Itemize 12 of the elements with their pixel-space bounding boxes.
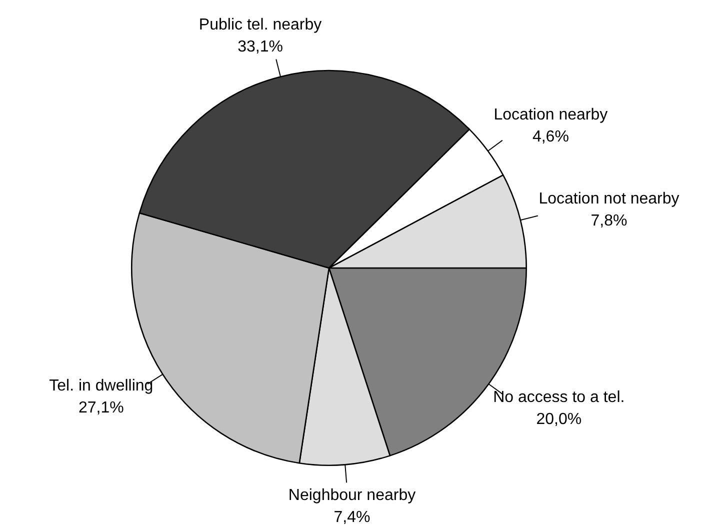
data-label: 7,8% [590,212,628,230]
slice-label: Location nearby [494,106,608,124]
data-label: 20,0% [536,411,582,428]
slice-label: Location not nearby [538,190,680,208]
slice-label: Neighbour nearby [288,486,416,504]
data-label: 4,6% [532,128,569,146]
slice-label: No access to a tel. [493,389,625,406]
slice-label: Tel. in dwelling [49,377,154,394]
data-label: 33,1% [238,38,283,56]
slice-label: Public tel. nearby [198,16,322,34]
data-label: 27,1% [78,399,124,416]
data-label: 7,4% [334,508,370,526]
